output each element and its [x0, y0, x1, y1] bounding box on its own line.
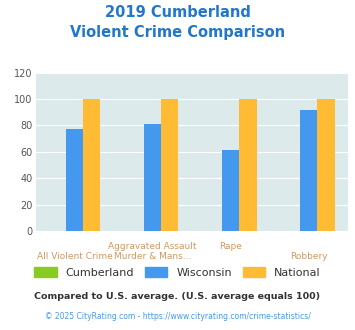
Bar	[83, 99, 100, 231]
Bar	[222, 150, 239, 231]
Bar	[66, 129, 83, 231]
Bar	[239, 99, 257, 231]
Text: Violent Crime Comparison: Violent Crime Comparison	[70, 25, 285, 40]
Legend: Cumberland, Wisconsin, National: Cumberland, Wisconsin, National	[30, 263, 325, 282]
Text: © 2025 CityRating.com - https://www.cityrating.com/crime-statistics/: © 2025 CityRating.com - https://www.city…	[45, 312, 310, 321]
Text: Compared to U.S. average. (U.S. average equals 100): Compared to U.S. average. (U.S. average …	[34, 292, 321, 301]
Bar	[144, 124, 161, 231]
Text: Murder & Mans...: Murder & Mans...	[114, 252, 191, 261]
Text: All Violent Crime: All Violent Crime	[37, 252, 113, 261]
Text: 2019 Cumberland: 2019 Cumberland	[105, 5, 250, 20]
Text: Aggravated Assault: Aggravated Assault	[108, 242, 197, 250]
Bar	[300, 110, 317, 231]
Bar	[317, 99, 335, 231]
Bar	[161, 99, 179, 231]
Text: Rape: Rape	[219, 242, 242, 250]
Text: Robbery: Robbery	[290, 252, 328, 261]
